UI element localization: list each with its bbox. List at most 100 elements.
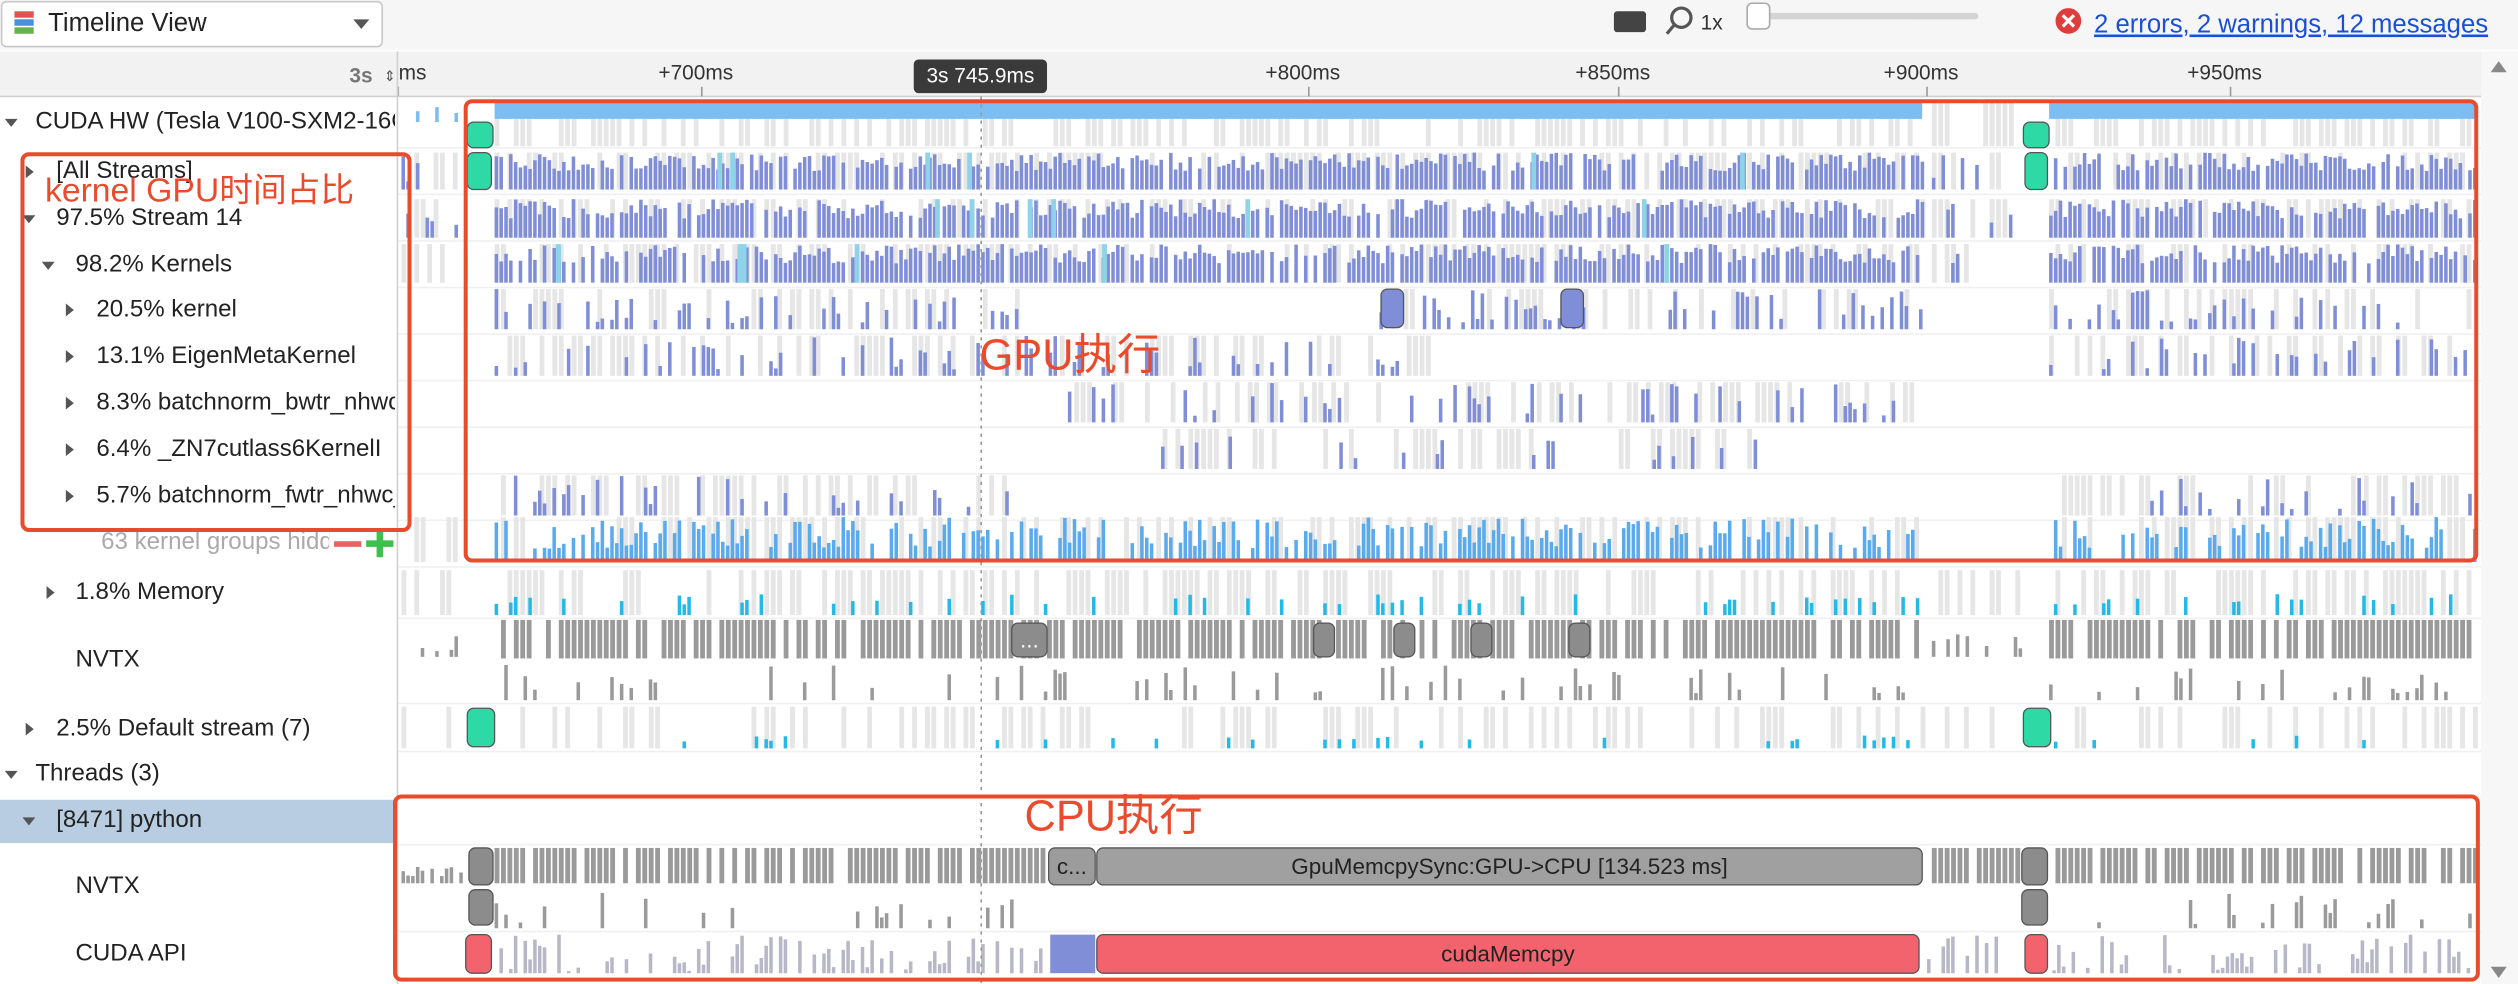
activity-bg [969,335,975,376]
activity-bg [1708,101,1714,147]
kernel-op[interactable] [1560,288,1585,329]
activity-bg [1117,619,1123,659]
nvtx-range[interactable] [1047,847,1096,886]
tree-row-label[interactable]: [8471] python [56,806,202,833]
kernel-bar [836,208,841,238]
tree-row-label[interactable]: 1.8% Memory [75,578,224,605]
nvtx-range[interactable] [1011,622,1048,658]
kernel-bar [807,156,812,190]
kernel-bar [735,258,740,283]
zoom-icon[interactable] [1670,6,1693,29]
tree-row-label[interactable]: [All Streams] [56,157,192,184]
tree-row-label[interactable]: 98.2% Kernels [75,250,232,277]
collapse-arrow[interactable] [25,722,34,736]
kernel-bar [2376,913,2381,929]
tree-row-label[interactable]: 5.7% batchnorm_fwtr_nhwc_kernel [96,482,472,509]
activity-bg [828,289,834,330]
nvtx-range[interactable] [1393,622,1416,658]
kernel-bar [557,170,561,190]
activity-bg [2466,570,2472,616]
kernel-bar [2236,169,2241,190]
nvtx-range[interactable] [1470,622,1493,658]
zoom-slider[interactable] [1750,12,1979,20]
tree-row-label[interactable]: CUDA HW (Tesla V100-SXM2-16GB) [35,107,434,134]
tree-row-label[interactable]: 8.3% batchnorm_bwtr_nhwc_kernel [96,388,479,415]
tree-row-label[interactable]: CUDA API [75,939,186,966]
kernel-bar [1390,252,1395,283]
tree-row-label[interactable]: NVTX [75,645,139,672]
tree-row-label[interactable]: 20.5% kernel [96,295,237,322]
activity-bg [501,847,506,884]
tree-row-label[interactable]: 97.5% Stream 14 [56,204,242,231]
nvtx-range[interactable] [468,889,494,926]
kernel-bar [2338,218,2342,238]
collapse-arrow[interactable] [65,396,74,410]
activity-bg [1487,289,1492,330]
collapse-arrow[interactable] [25,165,34,179]
messages-link[interactable]: 2 errors, 2 warnings, 12 messages [2094,11,2488,39]
collapse-arrow[interactable] [65,303,74,317]
activity-bg [1894,152,1900,190]
kernel-bar [2140,216,2145,238]
kernel-bar [2241,298,2246,330]
expand-arrow[interactable] [22,215,36,224]
activity-bg [2241,619,2247,659]
scrollbar[interactable] [2481,51,2518,984]
memcpy-op[interactable] [2022,121,2050,149]
collapse-arrow[interactable] [46,586,55,600]
kernel-bar [581,534,585,563]
expand-arrow[interactable] [41,261,55,270]
tree-row-label[interactable]: NVTX [75,872,139,899]
kernel-bar [1164,672,1168,701]
activity-bg [1368,570,1374,616]
expand-arrow[interactable] [4,770,18,779]
api-call[interactable] [2024,934,2049,974]
nvtx-range[interactable] [1096,847,1923,886]
slider-knob[interactable] [1746,2,1771,30]
kernel-bar [1438,254,1443,283]
activity-bg [2331,101,2337,147]
kernel-bar [2347,209,2352,238]
expand-arrow[interactable] [4,118,18,127]
nvtx-range[interactable] [1312,622,1336,658]
collapse-arrow[interactable] [65,350,74,363]
scroll-up[interactable] [2490,61,2507,73]
api-call[interactable] [1096,934,1920,974]
kernel-op[interactable] [1380,288,1405,329]
kernel-bar [942,301,947,330]
kernel-bar [966,956,971,974]
memcpy-op[interactable] [466,151,493,191]
kernel-bar [528,248,532,283]
keyboard-icon[interactable] [1613,11,1647,33]
memcpy-op[interactable] [2024,151,2049,191]
kernel-bar [2130,154,2135,190]
nvtx-range[interactable] [2021,889,2049,926]
scroll-down[interactable] [2490,966,2507,979]
remove-icon[interactable] [334,541,362,547]
tree-row-label[interactable]: 13.1% EigenMetaKernel [96,342,356,369]
kernel-bar [2256,251,2260,283]
kernel-bar [542,156,547,190]
expand-arrow[interactable] [22,817,36,826]
activity-bg [918,570,924,616]
nvtx-range[interactable] [1568,622,1591,658]
kernel-bar [1504,296,1509,330]
kernel-bar [937,540,942,563]
memcpy-op[interactable] [2022,707,2052,748]
view-dropdown[interactable] [0,0,383,48]
memcpy-op[interactable] [466,707,496,748]
kernel-bar [1313,539,1318,563]
activity-bg [2312,289,2318,330]
memcpy-op[interactable] [466,121,494,149]
nvtx-range[interactable] [2021,847,2049,886]
kernel-bar [2222,299,2227,330]
tree-row-label[interactable]: 2.5% Default stream (7) [56,714,310,741]
collapse-arrow[interactable] [65,489,74,503]
api-call[interactable] [465,934,493,974]
nvtx-range[interactable] [468,847,494,886]
add-icon[interactable] [366,529,394,558]
collapse-arrow[interactable] [65,443,74,457]
tree-row-label[interactable]: Threads (3) [35,759,159,786]
activity-bg [1676,428,1682,469]
tree-row-label[interactable]: 6.4% _ZN7cutlass6KernelI [96,435,381,462]
